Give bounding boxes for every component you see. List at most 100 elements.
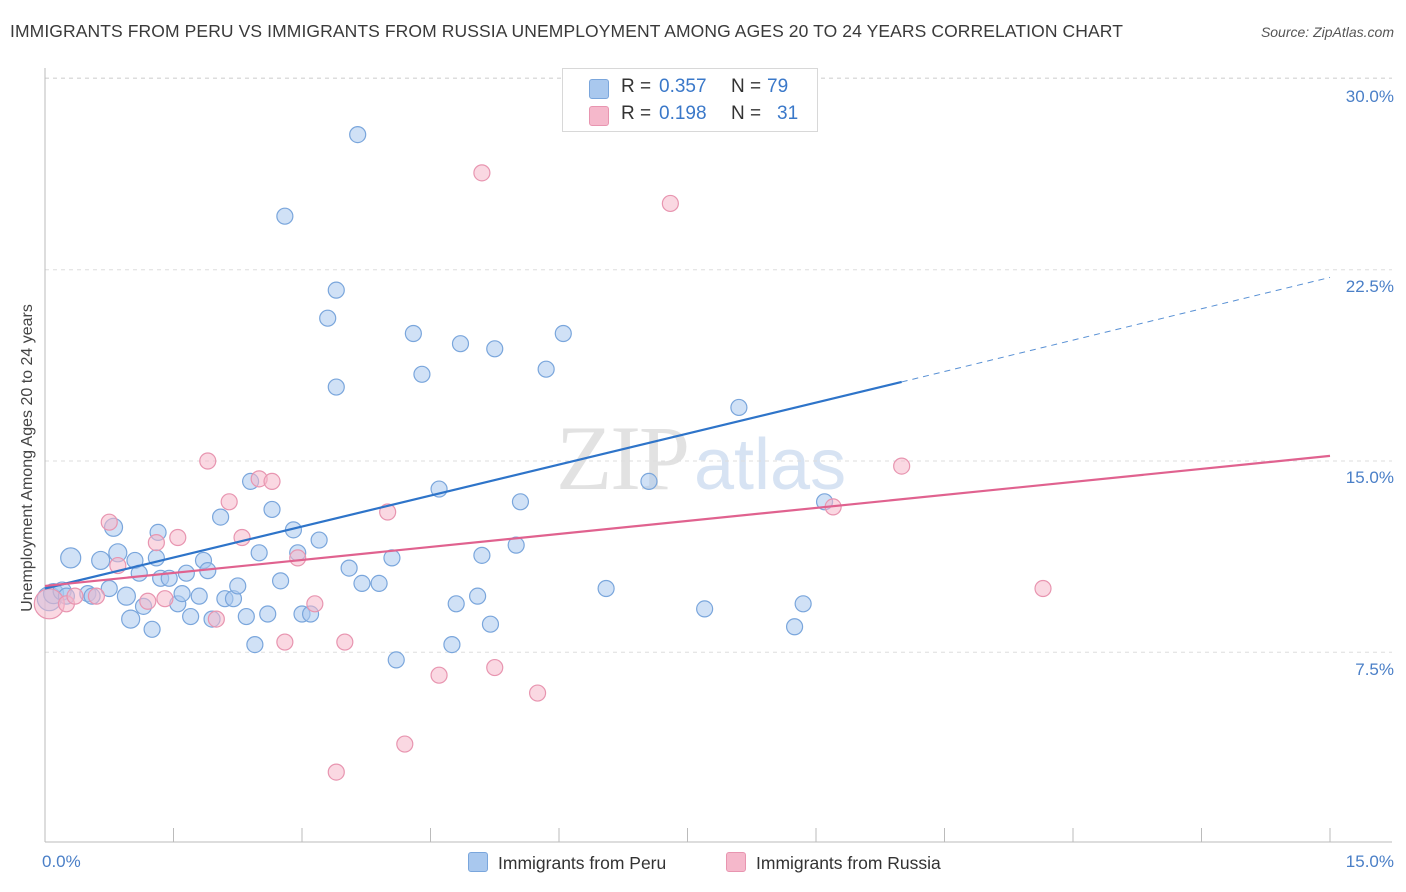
peru-point-62: [473, 546, 491, 564]
bottom-legend-russia: Immigrants from Russia: [726, 852, 941, 874]
russia-point-3: [87, 587, 106, 605]
peru-point-7: [91, 550, 111, 571]
bottom-legend-label-peru: Immigrants from Peru: [498, 853, 667, 873]
bottom-legend-swatch-peru: [468, 852, 488, 872]
peru-point-32: [229, 577, 247, 595]
peru-point-22: [173, 584, 191, 603]
russia-point-18: [306, 595, 324, 613]
legend-row-russia: R = 0.198 N = 31: [563, 102, 817, 128]
peru-trend-extension: [901, 276, 1331, 383]
peru-point-39: [271, 572, 290, 590]
russia-point-9: [169, 528, 187, 547]
russia-point-4: [100, 513, 118, 531]
russia-point-10: [199, 452, 217, 470]
peru-point-46: [319, 309, 337, 327]
legend-n-label: N =: [731, 103, 762, 124]
peru-trend-line: [44, 380, 902, 590]
peru-point-55: [404, 324, 422, 343]
russia-point-15: [263, 472, 281, 490]
russia-point-26: [528, 684, 547, 702]
russia-point-21: [379, 503, 397, 521]
russia-point-25: [486, 658, 504, 677]
peru-point-63: [481, 615, 500, 633]
russia-point-30: [1034, 579, 1052, 598]
russia-trend-line: [44, 454, 1331, 588]
peru-point-24: [182, 607, 200, 626]
legend-n-value-peru: 79: [767, 76, 789, 97]
peru-point-16: [143, 620, 161, 638]
peru-point-52: [370, 574, 388, 593]
chart-source: Source: ZipAtlas.com: [1260, 24, 1394, 40]
peru-point-59: [447, 595, 465, 613]
peru-point-35: [246, 635, 264, 654]
russia-point-2: [66, 587, 84, 605]
y-tick-label-30: 30.0%: [1345, 87, 1394, 106]
bottom-legend-peru: Immigrants from Peru: [468, 852, 666, 874]
peru-point-74: [730, 398, 748, 417]
peru-point-49: [340, 559, 358, 577]
peru-point-36: [250, 544, 268, 562]
peru-point-76: [794, 595, 812, 613]
legend-r-value-russia: 0.198: [659, 103, 707, 124]
peru-point-4: [60, 547, 82, 569]
peru-point-50: [349, 126, 367, 144]
russia-point-17: [289, 549, 307, 567]
y-tick-label-15: 15.0%: [1345, 468, 1394, 487]
russia-point-27: [661, 194, 679, 213]
peru-point-47: [327, 281, 345, 299]
peru-point-54: [387, 651, 405, 669]
russia-point-7: [147, 533, 165, 552]
peru-point-75: [785, 618, 804, 636]
peru-point-70: [597, 579, 615, 598]
peru-point-38: [263, 500, 281, 519]
x-tick-label-0: 0.0%: [42, 852, 81, 871]
russia-point-19: [327, 763, 345, 781]
chart-title: IMMIGRANTS FROM PERU VS IMMIGRANTS FROM …: [10, 21, 1123, 41]
russia-point-16: [276, 633, 294, 651]
y-tick-label-7-5: 7.5%: [1355, 660, 1394, 679]
peru-point-58: [443, 635, 461, 654]
legend-swatch-russia: [589, 106, 609, 126]
russia-point-23: [430, 666, 448, 684]
bottom-legend-swatch-russia: [726, 852, 746, 872]
peru-point-67: [537, 360, 555, 378]
peru-point-68: [554, 324, 572, 343]
peru-point-71: [640, 472, 658, 490]
y-axis-label: Unemployment Among Ages 20 to 24 years: [19, 304, 36, 612]
peru-point-40: [276, 207, 294, 225]
watermark: ZIPatlas: [556, 405, 846, 511]
watermark-zip: ZIP: [556, 407, 690, 509]
peru-point-51: [353, 574, 371, 593]
peru-point-11: [116, 586, 136, 606]
watermark-atlas: atlas: [694, 425, 847, 505]
peru-point-25: [190, 587, 208, 605]
bottom-legend-label-russia: Immigrants from Russia: [756, 853, 941, 873]
y-tick-label-22-5: 22.5%: [1345, 277, 1394, 296]
russia-point-24: [473, 164, 491, 182]
legend-row-peru: R = 0.357 N = 79: [563, 75, 817, 101]
russia-point-11: [207, 610, 225, 628]
peru-point-37: [259, 605, 277, 623]
peru-point-33: [237, 607, 255, 626]
x-tick-label-15: 15.0%: [1345, 852, 1394, 871]
russia-point-12: [220, 493, 238, 511]
peru-point-72: [696, 600, 714, 618]
legend-r-label: R =: [621, 76, 652, 97]
peru-point-66: [511, 493, 530, 511]
peru-point-65: [507, 536, 525, 554]
peru-point-56: [413, 365, 431, 383]
peru-point-48: [327, 378, 345, 396]
russia-point-22: [396, 735, 414, 753]
peru-point-61: [469, 587, 487, 605]
legend-n-label: N =: [731, 76, 762, 97]
russia-point-29: [893, 457, 911, 475]
legend-n-value-russia: 31: [777, 103, 799, 124]
peru-point-12: [121, 609, 141, 629]
legend-r-value-peru: 0.357: [659, 76, 707, 97]
peru-point-60: [451, 335, 470, 353]
russia-point-6: [139, 592, 157, 610]
correlation-legend: R = 0.357 N = 79 R = 0.198 N = 31: [562, 68, 818, 132]
russia-point-20: [336, 633, 354, 651]
peru-point-45: [310, 531, 328, 549]
